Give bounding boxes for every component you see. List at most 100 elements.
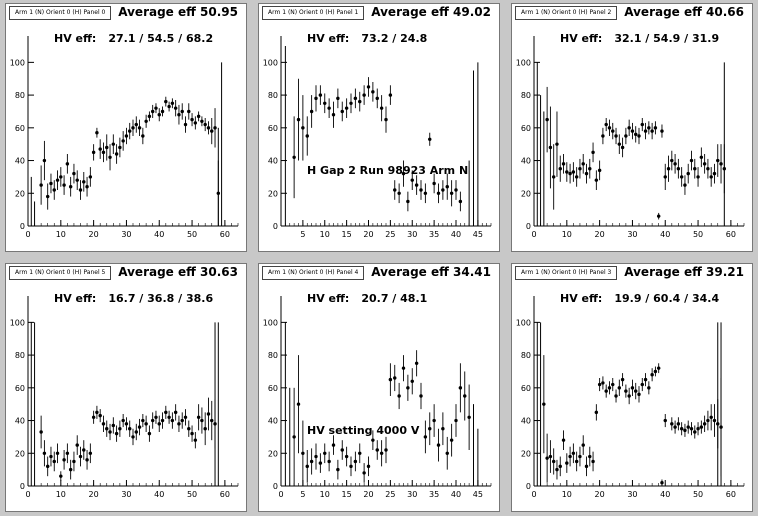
data-point (200, 407, 204, 434)
data-point (371, 430, 375, 450)
marker (591, 459, 595, 464)
y-tick-label: 40 (521, 157, 531, 166)
x-tick-label: 40 (451, 490, 461, 499)
marker (362, 93, 366, 97)
data-point (121, 414, 125, 428)
x-tick-label: 0 (278, 490, 283, 499)
marker (558, 167, 562, 171)
data-point (696, 167, 700, 187)
data-point (157, 415, 161, 432)
data-point (637, 127, 641, 145)
marker (627, 126, 631, 130)
x-tick-label: 30 (627, 230, 637, 239)
data-point (349, 93, 353, 114)
marker (454, 188, 458, 192)
data-point (449, 180, 454, 207)
marker (679, 427, 684, 431)
marker (349, 101, 353, 105)
x-tick-label: 20 (595, 490, 605, 499)
x-tick-label: 40 (660, 490, 670, 499)
data-point (105, 420, 109, 437)
marker (170, 101, 175, 105)
marker (62, 183, 66, 187)
marker (379, 451, 384, 455)
marker (309, 109, 314, 114)
x-tick-label: 10 (320, 490, 330, 499)
marker (296, 402, 301, 406)
data-point (375, 88, 379, 109)
x-tick-label: 45 (473, 230, 483, 239)
data-point (663, 163, 667, 190)
y-tick-label: 80 (15, 91, 25, 100)
marker (458, 199, 463, 204)
y-tick-label: 40 (268, 417, 278, 426)
marker (301, 126, 305, 130)
data-point (196, 404, 201, 431)
y-tick-label: 100 (10, 318, 25, 327)
marker (410, 178, 414, 182)
marker (144, 422, 148, 426)
marker (706, 418, 710, 423)
data-point (607, 381, 612, 395)
marker (663, 175, 667, 179)
marker (187, 427, 191, 431)
data-point (679, 422, 684, 436)
marker (594, 410, 599, 415)
data-point (574, 451, 579, 472)
data-point (706, 410, 710, 431)
marker (699, 155, 704, 159)
hv-eff-label: HV eff: 27.1 / 54.5 / 68.2 (54, 32, 213, 45)
data-point (323, 443, 327, 464)
data-point (353, 451, 358, 472)
marker (693, 430, 697, 434)
marker (314, 96, 318, 101)
data-point (634, 126, 638, 143)
data-point (59, 471, 63, 482)
data-point (39, 165, 43, 205)
chart-title: Average eff 39.21 (624, 265, 744, 279)
data-point (68, 459, 73, 480)
data-point (114, 144, 119, 164)
x-tick-label: 20 (363, 490, 373, 499)
marker (463, 394, 467, 398)
marker (393, 376, 397, 380)
marker (196, 114, 201, 119)
marker (85, 458, 89, 462)
marker (65, 162, 70, 166)
data-point (558, 155, 562, 182)
marker (568, 454, 572, 459)
data-point (375, 440, 379, 460)
hv-eff-label: HV eff: 19.9 / 60.4 / 34.4 (560, 292, 719, 305)
x-tick-label: 30 (627, 490, 637, 499)
marker (331, 113, 336, 117)
data-point (55, 443, 60, 464)
marker (75, 443, 79, 447)
x-tick-label: 10 (56, 230, 66, 239)
data-point (150, 104, 155, 118)
marker (114, 431, 119, 436)
marker (630, 129, 635, 133)
data-point (643, 373, 648, 387)
data-point (164, 96, 168, 107)
data-point (643, 122, 648, 140)
marker (137, 126, 142, 130)
data-point (679, 167, 684, 187)
data-point (419, 180, 423, 200)
data-point (699, 147, 704, 168)
marker (719, 425, 723, 429)
marker (375, 96, 379, 101)
data-point (571, 162, 576, 182)
marker (571, 451, 576, 455)
y-tick-label: 100 (263, 58, 278, 67)
y-tick-label: 20 (268, 189, 278, 198)
data-point (210, 400, 214, 441)
marker (111, 142, 116, 146)
data-point (617, 134, 622, 154)
data-point (693, 158, 697, 179)
marker (574, 459, 579, 464)
marker (183, 122, 188, 127)
marker (548, 145, 553, 150)
marker (358, 451, 362, 455)
data-point (331, 101, 336, 128)
data-point (144, 415, 148, 432)
